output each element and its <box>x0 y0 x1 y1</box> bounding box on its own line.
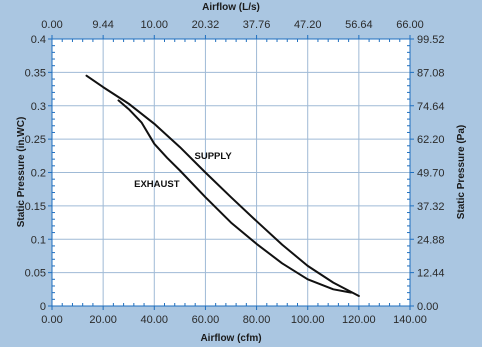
series-label-exhaust: EXHAUST <box>134 179 180 190</box>
y-tick-label: 0.2 <box>31 168 46 180</box>
x2-tick-label: 10.00 <box>141 19 169 31</box>
series-group <box>85 74 360 297</box>
y-axis-title: Static Pressure (in.WC) <box>16 117 27 228</box>
x2-tick-label: 0.00 <box>41 19 62 31</box>
y-tick-label: 0 <box>40 301 46 313</box>
x-tick-label: 60.00 <box>192 314 220 326</box>
x2-tick-label: 47.20 <box>294 19 322 31</box>
x-tick-label: 40.00 <box>141 314 169 326</box>
y2-tick-label: 0.00 <box>417 301 438 313</box>
x-axis-title: Airflow (cfm) <box>200 333 261 344</box>
x2-tick-label: 37.76 <box>243 19 271 31</box>
y-tick-label: 0.1 <box>31 234 46 246</box>
y-tick-label: 0.25 <box>25 134 46 146</box>
plot-frame <box>51 38 411 307</box>
x2-tick-label: 20.32 <box>192 19 220 31</box>
y2-tick-label: 12.44 <box>417 268 445 280</box>
x2-axis-title: Airflow (L/s) <box>202 2 260 13</box>
y-tick-label: 0.05 <box>25 268 46 280</box>
y-tick-label: 0.3 <box>31 101 46 113</box>
y2-tick-label: 74.64 <box>417 101 445 113</box>
y-tick-label: 0.15 <box>25 201 46 213</box>
y2-tick-label: 24.88 <box>417 234 445 246</box>
labels-group: 0.00 0.00 20.00 9.44 40.00 10.00 60.00 20.32 80.… <box>25 19 445 326</box>
y2-axis-title: Static Pressure (Pa) <box>456 125 467 220</box>
y-tick-label: 0.35 <box>25 67 46 79</box>
y2-tick-label: 49.70 <box>417 168 445 180</box>
x-tick-label: 140.00 <box>393 314 427 326</box>
y-tick-label: 0.4 <box>31 34 46 46</box>
x2-tick-label: 56.64 <box>345 19 373 31</box>
x-tick-label: 20.00 <box>89 314 117 326</box>
x-tick-label: 0.00 <box>41 314 62 326</box>
x2-tick-label: 66.00 <box>396 19 424 31</box>
y2-tick-label: 37.32 <box>417 201 445 213</box>
y2-tick-label: 99.52 <box>417 34 445 46</box>
x2-tick-label: 9.44 <box>92 19 113 31</box>
x-tick-label: 80.00 <box>243 314 271 326</box>
y2-tick-label: 62.20 <box>417 134 445 146</box>
series-label-supply: SUPPLY <box>195 151 233 162</box>
x-tick-label: 100.00 <box>291 314 325 326</box>
x-tick-label: 120.00 <box>342 314 376 326</box>
y2-tick-label: 87.08 <box>417 67 445 79</box>
series-line-supply <box>85 74 360 297</box>
series-line-exhaust <box>117 99 353 294</box>
